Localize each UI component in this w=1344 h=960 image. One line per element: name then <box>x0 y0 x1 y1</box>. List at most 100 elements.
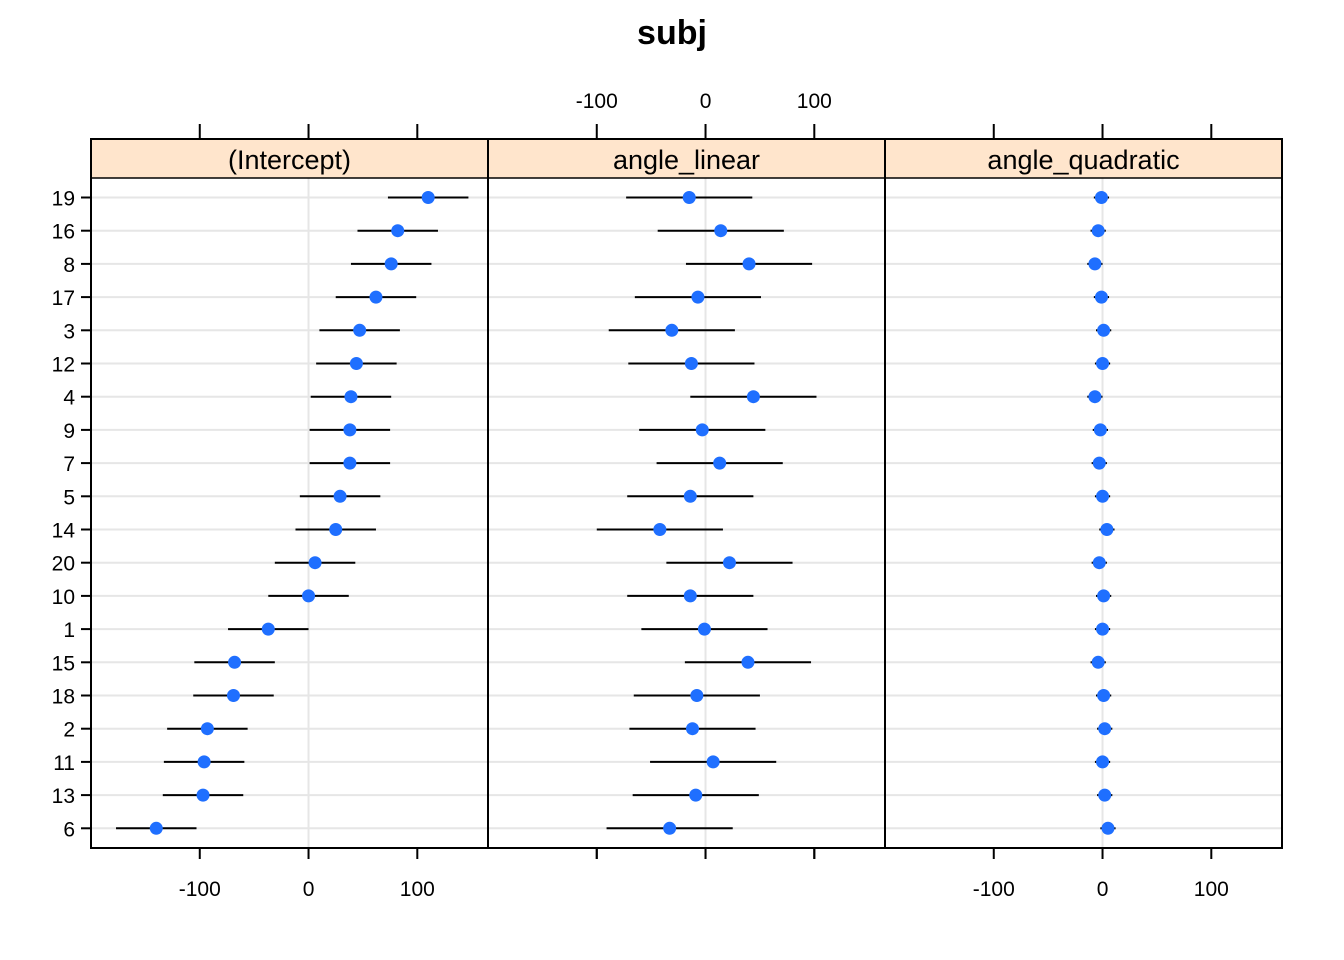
panel-frame <box>90 138 489 849</box>
chart-title: subj <box>637 14 707 52</box>
data-point <box>683 589 697 603</box>
data-point <box>343 456 357 470</box>
data-point <box>384 257 398 271</box>
row-label: 11 <box>53 752 75 775</box>
panel-strip <box>884 138 1283 179</box>
strip-layer: (Intercept) angle_linear angle_quadratic <box>90 138 1283 179</box>
row-label: 12 <box>52 354 75 377</box>
data-point <box>1093 423 1107 437</box>
row-label: 16 <box>52 221 75 244</box>
data-point <box>329 523 343 536</box>
data-point <box>653 523 667 536</box>
data-point <box>1100 523 1114 536</box>
row-label: 4 <box>63 387 75 410</box>
data-point <box>684 357 698 370</box>
data-point <box>302 589 316 603</box>
x-tick-label-bottom: -100 <box>179 878 221 901</box>
data-point <box>746 390 760 404</box>
data-point <box>1096 489 1110 503</box>
data-point <box>343 423 357 437</box>
row-label: 20 <box>52 553 75 576</box>
data-point <box>1098 788 1112 802</box>
data-point <box>1098 722 1112 736</box>
data-point <box>226 689 240 702</box>
data-point <box>714 224 728 238</box>
data-point <box>663 821 677 835</box>
data-point <box>261 622 275 636</box>
data-point <box>353 323 367 337</box>
axis-layer: -100 0 100 -100 0 100 -100 0 100 <box>81 90 1229 901</box>
data-point <box>369 290 383 304</box>
data-point <box>685 722 699 736</box>
data-point <box>691 290 705 304</box>
x-tick-label-bottom: 0 <box>1097 878 1109 901</box>
x-tick-label-bottom: -100 <box>973 878 1015 901</box>
data-point <box>706 755 720 769</box>
strip-label: (Intercept) <box>228 145 351 175</box>
panel-strip <box>90 138 489 179</box>
data-point <box>200 722 214 736</box>
data-point <box>344 390 358 404</box>
row-label: 9 <box>63 420 75 443</box>
data-point <box>713 456 727 470</box>
data-point <box>689 788 703 802</box>
x-tick-label-bottom: 100 <box>400 878 435 901</box>
data-point <box>308 556 322 570</box>
data-point <box>682 191 696 204</box>
row-label: 1 <box>63 619 75 642</box>
x-tick-label-bottom: 0 <box>303 878 315 901</box>
data-point <box>391 224 405 238</box>
data-point <box>349 357 363 370</box>
row-label: 17 <box>52 287 75 310</box>
data-point <box>1088 257 1102 271</box>
data-point <box>1092 456 1106 470</box>
data-point <box>1097 323 1111 337</box>
row-label-layer: 19 16 8 17 3 12 4 9 7 5 14 20 10 1 15 18 2 11 13 6 <box>52 188 76 842</box>
data-point <box>1092 556 1106 570</box>
panel-frame <box>884 138 1283 849</box>
data-point <box>1096 622 1110 636</box>
data-point <box>1096 755 1110 769</box>
row-label: 7 <box>63 453 75 476</box>
x-tick-label-bottom: 100 <box>1194 878 1229 901</box>
row-label: 8 <box>63 254 75 277</box>
data-point <box>149 821 163 835</box>
data-point <box>1094 191 1108 204</box>
row-label: 5 <box>63 486 75 509</box>
data-point <box>665 323 679 337</box>
row-label: 6 <box>63 818 75 841</box>
row-label: 14 <box>52 520 76 543</box>
panel-frame-layer <box>90 138 1283 849</box>
data-point <box>722 556 736 570</box>
data-point <box>1096 357 1110 370</box>
data-point <box>1094 290 1108 304</box>
data-point <box>1097 589 1111 603</box>
data-point <box>741 655 755 669</box>
strip-label: angle_linear <box>613 145 760 175</box>
data-layer <box>116 191 1116 835</box>
data-point <box>697 622 711 636</box>
data-point <box>683 489 697 503</box>
row-label: 2 <box>63 719 75 742</box>
row-label: 18 <box>52 686 75 709</box>
data-point <box>197 755 211 769</box>
strip-label: angle_quadratic <box>987 145 1179 175</box>
row-label: 19 <box>52 188 75 211</box>
data-point <box>1091 655 1105 669</box>
data-point <box>228 655 242 669</box>
row-label: 15 <box>52 652 75 675</box>
data-point <box>196 788 210 802</box>
data-point <box>1101 821 1115 835</box>
row-label: 10 <box>52 586 75 609</box>
grid-layer <box>91 178 1282 848</box>
data-point <box>1097 689 1111 702</box>
data-point <box>333 489 347 503</box>
x-tick-label-top: 0 <box>700 90 712 113</box>
x-tick-label-top: 100 <box>797 90 832 113</box>
data-point <box>695 423 709 437</box>
x-tick-label-top: -100 <box>576 90 618 113</box>
data-point <box>742 257 756 271</box>
data-point <box>690 689 704 702</box>
row-label: 13 <box>52 785 75 808</box>
